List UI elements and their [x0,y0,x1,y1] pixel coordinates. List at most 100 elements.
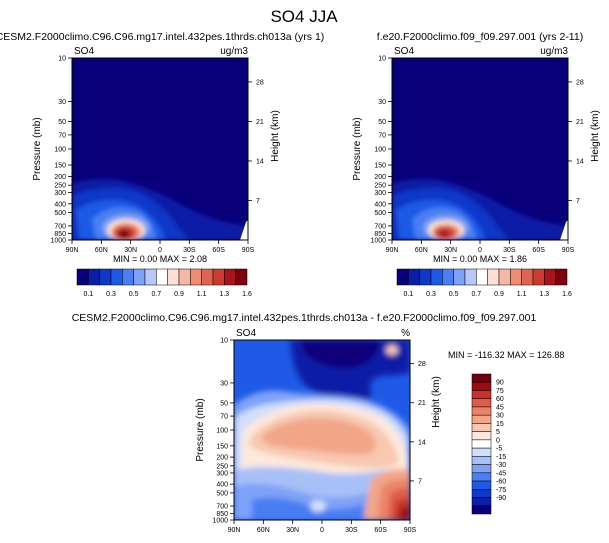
x-tick-label: 90S [404,527,417,534]
field-shading [234,340,410,520]
y-tick-label: 500 [374,210,386,217]
field-contours [392,178,568,240]
x-tick-label: 90S [242,247,255,254]
panel-title: CESM2.F2000climo.C96.C96.mg17.intel.432p… [72,312,537,324]
x-tick-label: 0 [320,527,324,534]
y2-tick-label: 28 [256,79,264,86]
colorbar-swatch [167,268,180,286]
x-tick-label: 30N [444,247,457,254]
warm-region-3 [262,418,376,455]
colorbar-label: 0.7 [151,291,161,298]
field-shading [392,58,568,240]
colorbar-swatch [122,268,134,286]
variable-label: SO4 [74,46,94,57]
variable-label: SO4 [394,46,414,57]
colorbar-swatch [178,268,191,286]
colorbar-label: 1.6 [562,291,572,298]
y-tick-label: 10 [378,56,386,63]
y2-axis-label: Height (km) [431,376,442,428]
colorbar-label: -90 [496,495,506,502]
y-tick-label: 50 [58,119,66,126]
y-tick-label: 10 [220,338,228,345]
colorbar-label: -5 [496,446,502,453]
y2-tick-label: 14 [576,158,584,165]
y2-tick-label: 14 [256,158,264,165]
colorbar-label: 0.9 [494,291,504,298]
y-tick-label: 850 [54,231,66,238]
colorbar-swatch [487,268,500,286]
colorbar-swatch [110,268,123,286]
panel-title: f.e20.F2000climo.f09_f09.297.001 (yrs 2-… [377,31,583,43]
colorbar-swatch [471,456,492,465]
terrain-mask [240,220,248,240]
colorbar-swatch [471,480,492,490]
colorbar-swatch [464,268,477,286]
x-tick-label: 0 [158,247,162,254]
colorbar-swatch [99,268,112,286]
y2-tick-label: 21 [576,119,584,126]
y-tick-label: 850 [374,231,386,238]
colorbar-swatch [442,268,454,286]
field-shading [72,58,248,240]
y-tick-label: 100 [216,428,228,435]
colorbar-label: 15 [496,421,504,428]
colorbar-label: -15 [496,454,506,461]
colorbar-swatch [510,268,522,286]
colorbar-label: 45 [496,404,504,411]
y2-tick-label: 21 [418,400,426,407]
y-tick-label: 250 [54,183,66,190]
y-tick-label: 300 [54,190,66,197]
colorbar-label: 0.3 [426,291,436,298]
y-tick-label: 250 [216,463,228,470]
colorbar-swatch [471,447,492,457]
y-tick-label: 700 [54,223,66,230]
colorbar-swatch [471,497,492,507]
field-contours [72,178,248,240]
y-tick-label: 30 [220,380,228,387]
y-tick-label: 850 [216,511,228,518]
y-tick-label: 500 [54,210,66,217]
colorbar-label: 30 [496,413,504,420]
y-tick-label: 250 [374,183,386,190]
y-tick-label: 150 [54,163,66,170]
colorbar-label: 0.3 [106,291,116,298]
colorbar-label: 1.3 [539,291,549,298]
upper-deep-blue-region [300,340,380,369]
min-max-readout: MIN = -116.32 MAX = 126.88 [448,350,564,360]
y-tick-label: 200 [216,455,228,462]
colorbar-swatch [471,423,492,432]
colorbar-label: 75 [496,388,504,395]
panel-difference: CESM2.F2000climo.C96.C96.mg17.intel.432p… [72,312,565,534]
y-tick-label: 50 [220,400,228,407]
colorbar-swatch [471,505,492,515]
y-tick-label: 400 [54,201,66,208]
y-tick-label: 700 [374,223,386,230]
y-tick-label: 70 [58,132,66,139]
panel-model: CESM2.F2000climo.C96.C96.mg17.intel.432p… [0,31,324,298]
colorbar-swatch [224,268,236,286]
colorbar-swatch [471,431,492,441]
colorbar-swatch [476,268,488,286]
x-tick-label: 30S [345,527,358,534]
height-axis: 7 14 21 28 [410,361,426,485]
x-tick-label: 90N [386,247,399,254]
y-tick-label: 700 [216,504,228,511]
colorbar-swatch [555,268,568,286]
colorbar-label: 1.6 [242,291,252,298]
y-tick-label: 70 [378,132,386,139]
colorbar-swatch [521,268,534,286]
near-surface-lowlat-patch [310,500,326,512]
y-axis-label: Pressure (mb) [32,117,43,180]
colorbar-swatch [544,268,556,286]
min-max-readout: MIN = 0.00 MAX = 2.08 [113,254,207,264]
colorbar-label: 0.7 [471,291,481,298]
colorbar-label: 0.1 [83,291,93,298]
y-tick-label: 30 [378,99,386,106]
min-max-readout: MIN = 0.00 MAX = 1.86 [433,254,527,264]
colorbar-label: 5 [496,429,500,436]
field-contours [234,340,410,520]
